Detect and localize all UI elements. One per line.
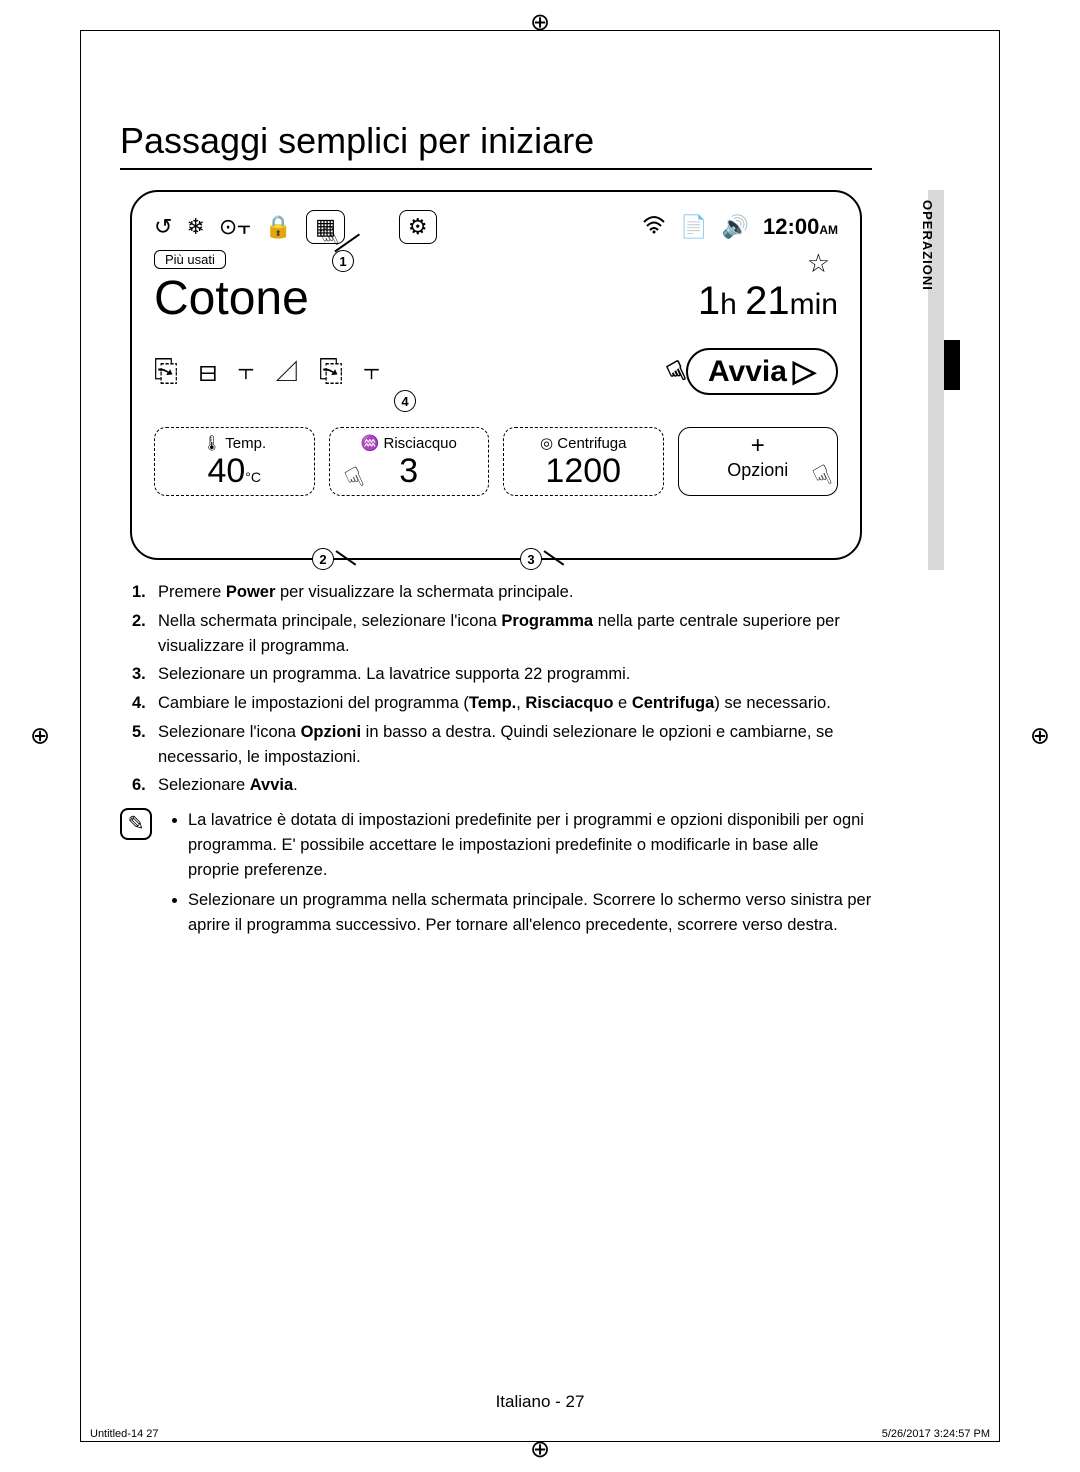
- favorite-star-icon[interactable]: ☆: [807, 248, 830, 279]
- note-item: Selezionare un programma nella schermata…: [188, 888, 872, 938]
- crop-mark-icon: ⊕: [30, 722, 50, 751]
- page-footer-right: 5/26/2017 3:24:57 PM: [882, 1428, 990, 1440]
- washer-display: ↺ ❄ ⊙⫟ 🔒 ▦ ☟ ⚙ 📄 🔊 12:00AM 1 Più usati: [130, 190, 862, 560]
- callout-4: 4: [394, 390, 416, 412]
- status-bar: ↺ ❄ ⊙⫟ 🔒 ▦ ☟ ⚙ 📄 🔊 12:00AM: [154, 210, 838, 244]
- lock-icon: 🔒: [265, 214, 292, 240]
- key-icon: ⊙⫟: [219, 214, 251, 240]
- settings-icon-button[interactable]: ⚙: [399, 210, 437, 244]
- doc-icon: 📄: [680, 214, 707, 240]
- page-footer-center: Italiano - 27: [0, 1392, 1080, 1412]
- program-duration: 1h 21min: [698, 279, 838, 324]
- note-list: La lavatrice è dotata di impostazioni pr…: [166, 808, 872, 944]
- wifi-icon: [642, 214, 666, 240]
- tap-hand-icon: ☟: [662, 354, 691, 391]
- instruction-item: 4.Cambiare le impostazioni del programma…: [158, 691, 872, 716]
- plus-icon: +: [689, 434, 828, 458]
- section-tab-label: OPERAZIONI: [920, 200, 935, 291]
- most-used-badge: Più usati: [154, 250, 226, 269]
- options-button[interactable]: + Opzioni ☟: [678, 427, 839, 496]
- temp-setting[interactable]: 🌡 Temp. 40°C: [154, 427, 315, 496]
- page-title: Passaggi semplici per iniziare: [120, 120, 872, 170]
- sound-icon: 🔊: [722, 214, 749, 240]
- spin-setting[interactable]: ◎ Centrifuga 1200: [503, 427, 664, 496]
- spin-icon: ◎: [540, 435, 553, 452]
- instruction-item: 6.Selezionare Avvia.: [158, 773, 872, 798]
- note-icon: ✎: [120, 808, 152, 840]
- section-tab: OPERAZIONI: [928, 190, 960, 570]
- temp-icon: 🌡: [202, 435, 221, 452]
- page-footer-left: Untitled-14 27: [90, 1428, 159, 1440]
- instruction-item: 2.Nella schermata principale, selezionar…: [158, 609, 872, 659]
- cold-icon: ❄: [186, 214, 204, 240]
- clock-time: 12:00AM: [763, 214, 838, 240]
- program-name: Cotone: [154, 271, 309, 326]
- instruction-item: 3.Selezionare un programma. La lavatrice…: [158, 662, 872, 687]
- cycle-icon: ↺: [154, 214, 172, 240]
- crop-mark-icon: ⊕: [1030, 722, 1050, 751]
- program-icon-button[interactable]: ▦ ☟: [306, 210, 345, 244]
- rinse-icon: ♒: [361, 435, 380, 452]
- callout-2: 2: [312, 548, 334, 570]
- instruction-list: 1.Premere Power per visualizzare la sche…: [120, 580, 872, 798]
- callout-1: 1: [332, 250, 354, 272]
- note-item: La lavatrice è dotata di impostazioni pr…: [188, 808, 872, 882]
- play-icon: ▷: [793, 354, 816, 389]
- rinse-setting[interactable]: ♒ Risciacquo 3 ☟: [329, 427, 490, 496]
- start-button[interactable]: ☟ Avvia ▷: [686, 348, 838, 395]
- callout-3: 3: [520, 548, 542, 570]
- instruction-item: 1.Premere Power per visualizzare la sche…: [158, 580, 872, 605]
- instruction-item: 5.Selezionare l'icona Opzioni in basso a…: [158, 720, 872, 770]
- tap-hand-icon: ☟: [808, 458, 837, 495]
- care-symbols: ⎘ ⊟ ⫟ ◿ ⎘ ⫟: [154, 355, 387, 389]
